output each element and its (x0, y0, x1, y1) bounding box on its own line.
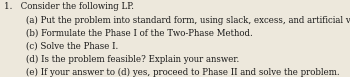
Text: (a) Put the problem into standard form, using slack, excess, and artificial vari: (a) Put the problem into standard form, … (26, 15, 350, 25)
Text: 1.   Consider the following LP.: 1. Consider the following LP. (4, 2, 134, 11)
Text: (d) Is the problem feasible? Explain your answer.: (d) Is the problem feasible? Explain you… (26, 55, 239, 64)
Text: (e) If your answer to (d) yes, proceed to Phase II and solve the problem.: (e) If your answer to (d) yes, proceed t… (26, 68, 340, 77)
Text: (c) Solve the Phase I.: (c) Solve the Phase I. (26, 42, 119, 51)
Text: (b) Formulate the Phase I of the Two-Phase Method.: (b) Formulate the Phase I of the Two-Pha… (26, 28, 253, 37)
